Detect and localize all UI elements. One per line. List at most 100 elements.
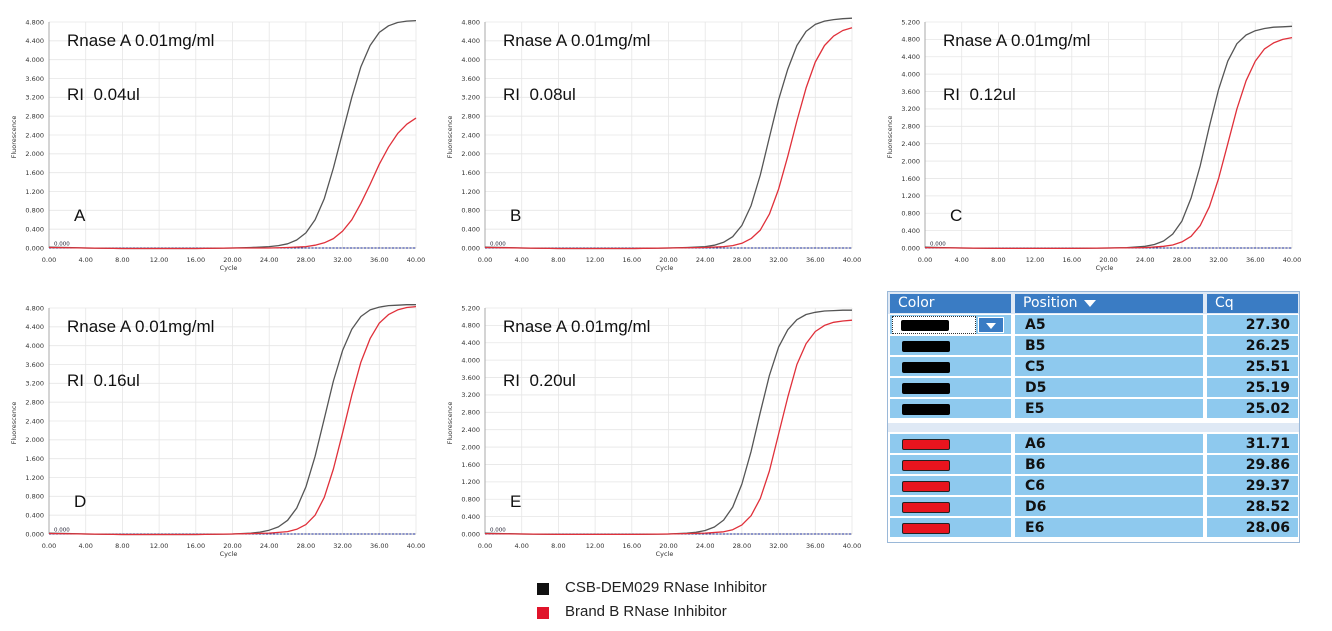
color-select-focused[interactable] (892, 316, 976, 334)
x-tick-label: 20.00 (1099, 256, 1118, 264)
table-row[interactable]: D5 25.19 (888, 378, 1299, 399)
color-cell[interactable] (890, 476, 1011, 496)
cq-cell: 29.37 (1207, 476, 1298, 496)
x-tick-label: 16.00 (186, 256, 205, 264)
table-row[interactable]: E6 28.06 (888, 518, 1299, 539)
column-header-cq[interactable]: Cq (1207, 294, 1298, 313)
color-swatch (902, 439, 950, 450)
position-cell: C6 (1015, 476, 1203, 496)
annotation-ri-volume: RI 0.20ul (503, 371, 576, 390)
table-row[interactable]: E5 25.02 (888, 399, 1299, 420)
y-tick-label: 3.600 (25, 75, 44, 83)
column-header-label: Color (898, 295, 935, 311)
x-tick-label: 32.00 (769, 542, 788, 550)
series-line-brand-b (48, 305, 417, 536)
x-axis-label: Cycle (1096, 264, 1114, 272)
sort-descending-icon[interactable] (1083, 299, 1096, 307)
y-tick-label: 4.800 (25, 304, 44, 312)
chart-panel-d: 0.000 0.400 0.800 1.200 1.600 2.000 2.400 2.800… (0, 296, 430, 566)
y-tick-label: 2.400 (461, 426, 480, 434)
color-swatch (902, 460, 950, 471)
table-row[interactable]: B5 26.25 (888, 336, 1299, 357)
position-cell: E6 (1015, 518, 1203, 538)
color-cell[interactable] (890, 336, 1011, 356)
annotation-rnase-concentration: Rnase A 0.01mg/ml (503, 31, 650, 50)
position-cell: B5 (1015, 336, 1203, 356)
table-row[interactable]: C6 29.37 (888, 476, 1299, 497)
column-header-position[interactable]: Position (1015, 294, 1203, 313)
y-tick-label: 3.200 (25, 94, 44, 102)
chart-panel-e: 0.000 0.400 0.800 1.200 1.600 2.000 2.400 2.800… (436, 296, 866, 566)
legend-label: Brand B RNase Inhibitor (565, 603, 727, 620)
table-row[interactable]: C5 25.51 (888, 357, 1299, 378)
y-tick-label: 4.800 (25, 18, 44, 26)
y-tick-label: 1.600 (461, 169, 480, 177)
color-swatch (901, 320, 949, 331)
y-tick-label: 5.200 (461, 304, 480, 312)
color-cell[interactable] (890, 434, 1011, 454)
amplification-chart: 0.000 0.400 0.800 1.200 1.600 2.000 2.400 2.800… (446, 17, 862, 272)
column-header-color[interactable]: Color (890, 294, 1011, 313)
color-cell[interactable] (890, 378, 1011, 398)
x-axis-label: Cycle (220, 550, 238, 558)
color-cell[interactable] (890, 455, 1011, 475)
y-tick-label: 4.000 (901, 70, 920, 78)
y-tick-label: 4.800 (461, 18, 480, 26)
position-cell: E5 (1015, 399, 1203, 419)
panel-letter: E (510, 492, 521, 511)
color-cell[interactable] (890, 315, 1011, 335)
cq-cell: 27.30 (1207, 315, 1298, 335)
column-header-label: Position (1023, 295, 1078, 311)
x-tick-label: 8.00 (991, 256, 1005, 264)
y-tick-label: 3.600 (461, 374, 480, 382)
x-tick-label: 20.00 (659, 256, 678, 264)
color-cell[interactable] (890, 518, 1011, 538)
color-cell[interactable] (890, 497, 1011, 517)
x-tick-label: 32.00 (1209, 256, 1228, 264)
y-tick-label: 4.400 (461, 37, 480, 45)
annotation-ri-volume: RI 0.08ul (503, 85, 576, 104)
y-tick-label: 1.200 (461, 188, 480, 196)
table-row[interactable]: A5 27.30 (888, 315, 1299, 336)
x-axis-label: Cycle (220, 264, 238, 272)
x-tick-label: 36.00 (1246, 256, 1265, 264)
x-axis-label: Cycle (656, 264, 674, 272)
chart-panel-b: 0.000 0.400 0.800 1.200 1.600 2.000 2.400 2.800… (436, 10, 866, 280)
x-tick-label: 24.00 (260, 256, 279, 264)
chevron-down-icon[interactable] (978, 317, 1004, 333)
panel-letter: B (510, 206, 521, 225)
position-cell: A6 (1015, 434, 1203, 454)
x-tick-label: 0.00 (478, 256, 492, 264)
annotation-ri-volume: RI 0.12ul (943, 85, 1016, 104)
table-row[interactable]: B6 29.86 (888, 455, 1299, 476)
y-tick-label: 2.000 (25, 150, 44, 158)
y-tick-label: 4.800 (901, 36, 920, 44)
annotation-rnase-concentration: Rnase A 0.01mg/ml (67, 31, 214, 50)
color-cell[interactable] (890, 399, 1011, 419)
x-tick-label: 24.00 (260, 542, 279, 550)
cq-cell: 25.51 (1207, 357, 1298, 377)
y-tick-label: 0.800 (25, 493, 44, 501)
amplification-chart: 0.000 0.400 0.800 1.200 1.600 2.000 2.400 2.800… (886, 18, 1302, 272)
y-tick-label: 1.600 (25, 455, 44, 463)
panel-letter: C (950, 206, 962, 225)
y-tick-label: 3.200 (901, 105, 920, 113)
y-tick-label: 4.000 (461, 356, 480, 364)
color-swatch (902, 341, 950, 352)
table-row[interactable]: D6 28.52 (888, 497, 1299, 518)
x-tick-label: 12.00 (150, 256, 169, 264)
color-cell[interactable] (890, 357, 1011, 377)
x-gridlines (484, 22, 853, 248)
cq-cell: 25.19 (1207, 378, 1298, 398)
panel-letter: D (74, 492, 86, 511)
table-row[interactable]: A6 31.71 (888, 434, 1299, 455)
annotation-rnase-concentration: Rnase A 0.01mg/ml (67, 317, 214, 336)
y-tick-label: 0.000 (25, 530, 44, 538)
x-tick-label: 20.00 (659, 542, 678, 550)
y-tick-label: 0.000 (25, 244, 44, 252)
x-tick-label: 40.00 (843, 256, 862, 264)
x-tick-label: 40.00 (1283, 256, 1302, 264)
x-tick-label: 4.00 (78, 256, 92, 264)
annotation-rnase-concentration: Rnase A 0.01mg/ml (943, 31, 1090, 50)
y-tick-label: 3.200 (461, 391, 480, 399)
